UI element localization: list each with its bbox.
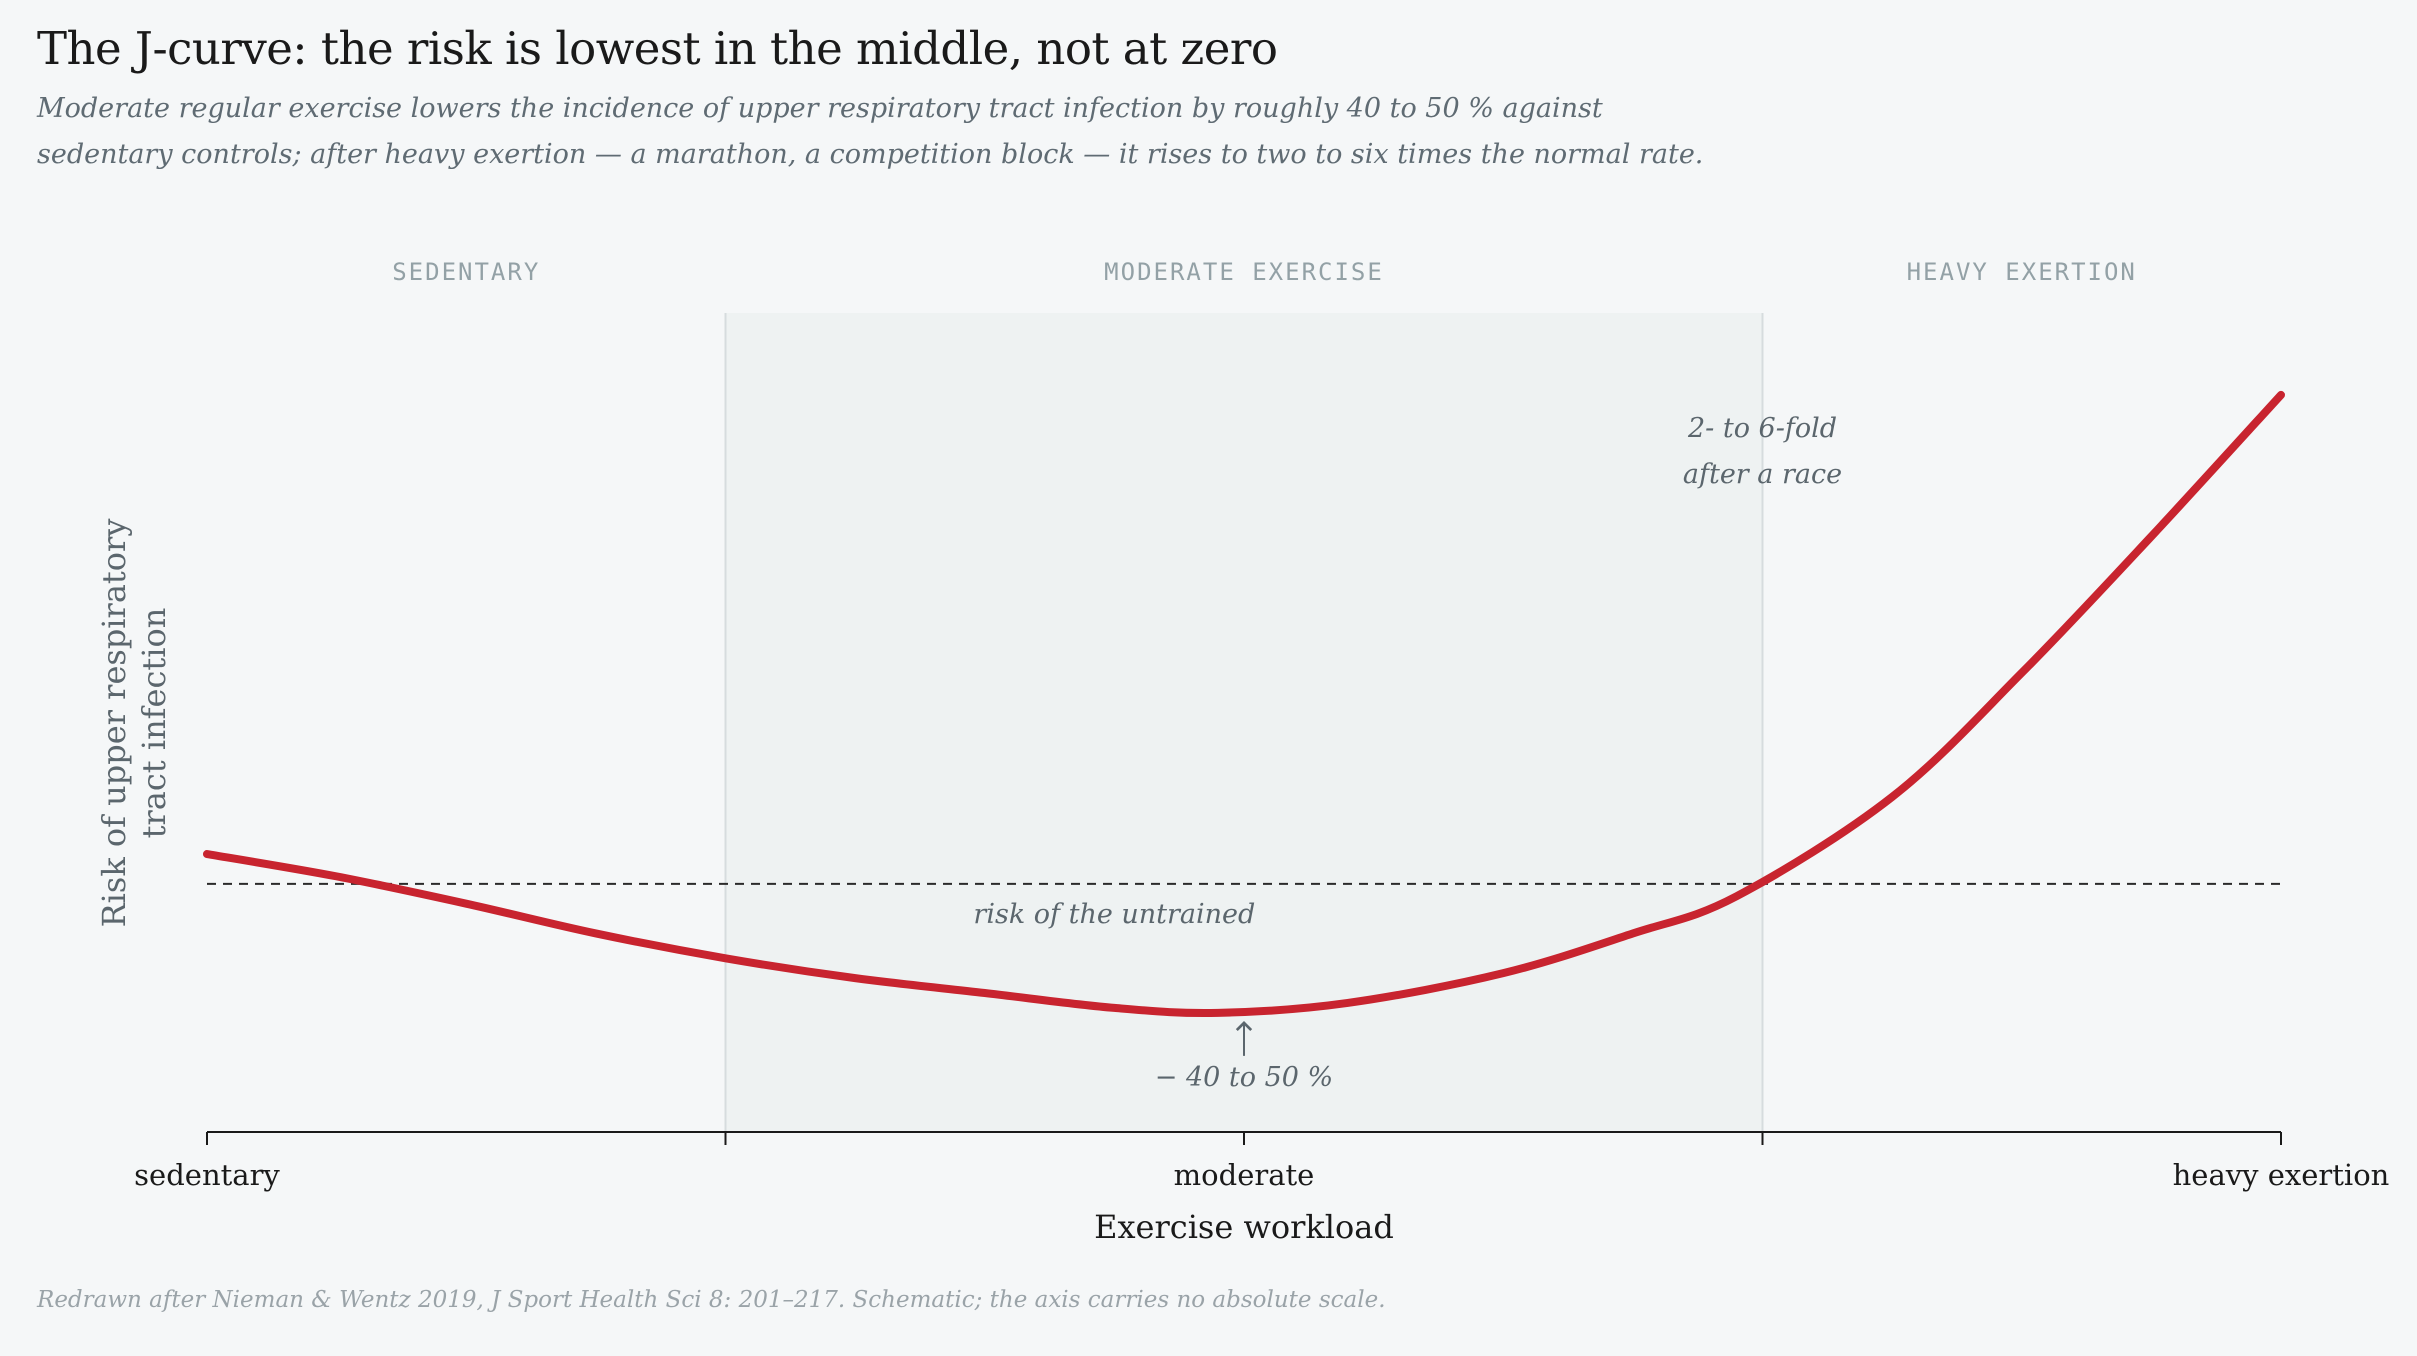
moderate-zone-band [725,313,1763,1132]
zone-label: HEAVY EXERTION [1907,258,2137,286]
fold-increase-annotation: 2- to 6-fold [1687,413,1837,444]
zone-label: SEDENTARY [392,258,540,286]
x-tick-label: sedentary [134,1158,280,1192]
chart-subtitle: Moderate regular exercise lowers the inc… [37,93,1704,170]
risk-curve-line [203,390,2285,1018]
y-axis-title: Risk of upper respiratory tract infection [95,519,173,928]
x-axis-title: Exercise workload [1094,1208,1394,1246]
baseline-label: risk of the untrained [973,899,1255,930]
y-axis-title-line: tract infection [135,608,173,839]
y-axis-title-line: Risk of upper respiratory [95,519,133,928]
fold-increase-annotation: after a race [1683,459,1842,490]
zone-label: MODERATE EXERCISE [1104,258,1384,286]
x-tick-label: heavy exertion [2173,1158,2390,1192]
chart-title: The J-curve: the risk is lowest in the m… [37,22,1278,75]
x-tick-label: moderate [1174,1158,1315,1192]
reduction-annotation: − 40 to 50 % [1155,1062,1333,1093]
source-note: Redrawn after Nieman & Wentz 2019, J Spo… [37,1287,1386,1313]
